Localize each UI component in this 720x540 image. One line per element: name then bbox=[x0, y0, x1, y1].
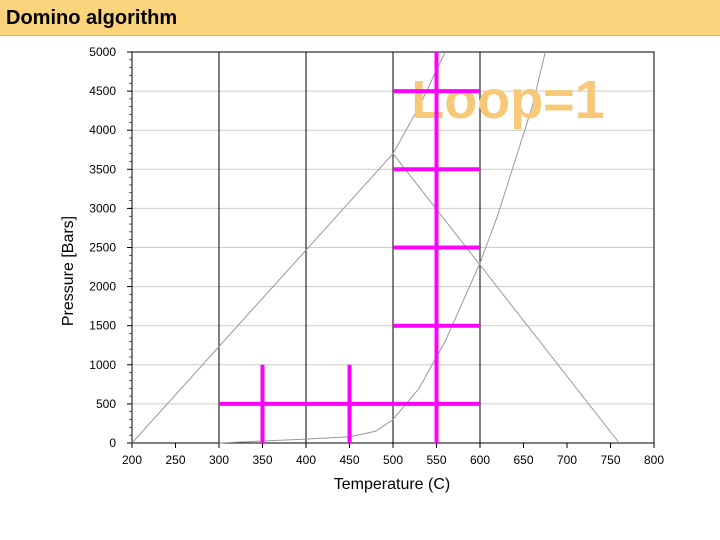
y-tick-label: 2000 bbox=[89, 280, 116, 294]
pressure-temperature-chart: Loop=1 200 250 300 350 400 450 500 550 600 650 700… bbox=[60, 45, 664, 493]
y-tick-label: 0 bbox=[109, 436, 116, 450]
x-axis-label: Temperature (C) bbox=[334, 476, 450, 493]
y-tick-label: 4000 bbox=[89, 123, 116, 137]
x-tick-label: 300 bbox=[209, 453, 229, 467]
y-tick-label: 3000 bbox=[89, 201, 116, 215]
y-tick-label: 3500 bbox=[89, 162, 116, 176]
x-tick-label: 450 bbox=[339, 453, 359, 467]
y-tick-label: 1500 bbox=[89, 319, 116, 333]
x-tick-label: 550 bbox=[426, 453, 446, 467]
loop-overlay-text: Loop=1 bbox=[411, 70, 605, 130]
x-tick-label: 350 bbox=[252, 453, 272, 467]
x-tick-label: 750 bbox=[600, 453, 620, 467]
y-tick-label: 2500 bbox=[89, 241, 116, 255]
y-tick-label: 1000 bbox=[89, 358, 116, 372]
x-tick-label: 800 bbox=[644, 453, 664, 467]
title-bar: Domino algorithm bbox=[0, 0, 720, 36]
y-tick-label: 4500 bbox=[89, 84, 116, 98]
x-tick-label: 400 bbox=[296, 453, 316, 467]
x-tick-label: 500 bbox=[383, 453, 403, 467]
x-tick-label: 250 bbox=[165, 453, 185, 467]
x-tick-label: 700 bbox=[557, 453, 577, 467]
x-tick-label: 200 bbox=[122, 453, 142, 467]
x-tick-label: 650 bbox=[513, 453, 533, 467]
y-axis-label: Pressure [Bars] bbox=[60, 216, 77, 326]
y-tick-label: 500 bbox=[96, 397, 116, 411]
y-tick-label: 5000 bbox=[89, 45, 116, 59]
domino-layer bbox=[219, 52, 480, 443]
phase-curve bbox=[131, 152, 620, 444]
x-tick-label: 600 bbox=[470, 453, 490, 467]
page-title: Domino algorithm bbox=[6, 7, 178, 29]
tick-layer: 200 250 300 350 400 450 500 550 600 650 700 750 800 0… bbox=[89, 45, 664, 467]
